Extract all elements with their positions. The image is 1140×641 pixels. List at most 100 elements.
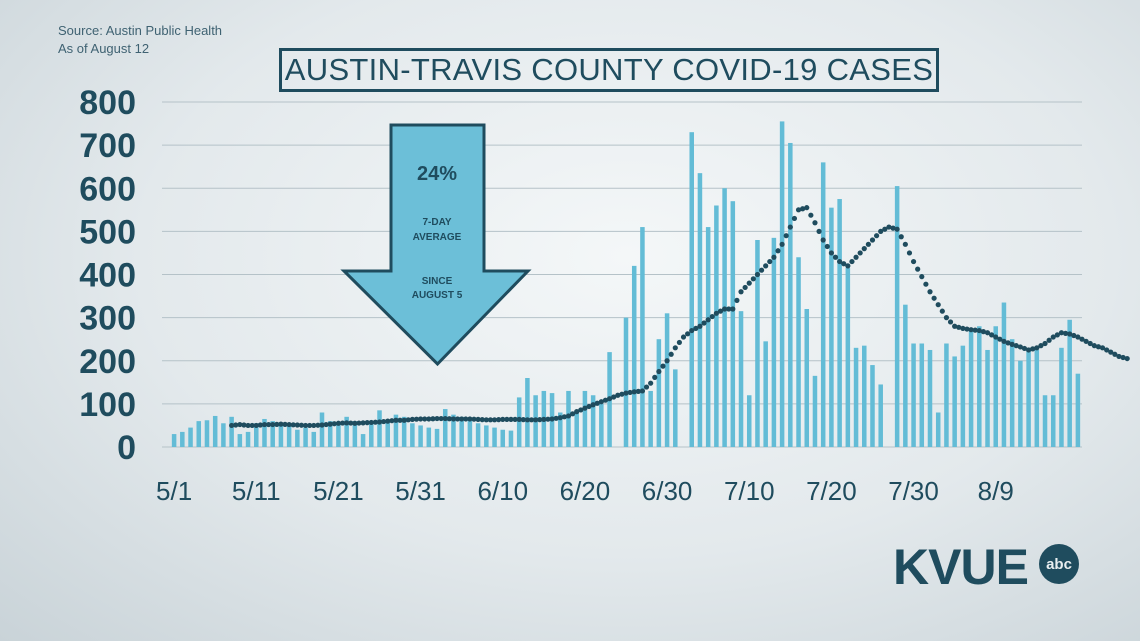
case-bar bbox=[352, 421, 358, 447]
bar-series bbox=[171, 121, 1081, 447]
average-point bbox=[360, 420, 366, 426]
average-point bbox=[709, 313, 715, 320]
average-point bbox=[861, 246, 867, 252]
case-bar bbox=[919, 343, 925, 447]
average-point bbox=[931, 295, 937, 301]
average-point bbox=[434, 415, 440, 422]
average-point bbox=[290, 422, 296, 428]
average-point bbox=[413, 416, 420, 422]
case-bar bbox=[286, 425, 292, 447]
case-bar bbox=[697, 173, 703, 447]
average-point bbox=[598, 399, 604, 405]
average-point bbox=[356, 420, 362, 426]
average-point bbox=[984, 330, 991, 336]
average-point bbox=[1038, 343, 1044, 349]
gridlines bbox=[162, 101, 1082, 448]
case-bar bbox=[500, 429, 506, 447]
average-point bbox=[750, 276, 756, 282]
case-bar bbox=[722, 188, 727, 447]
case-bar bbox=[492, 427, 497, 447]
y-tick-label: 800 bbox=[79, 84, 136, 122]
case-bar bbox=[656, 339, 662, 447]
average-point bbox=[648, 380, 654, 386]
average-point bbox=[746, 280, 752, 286]
case-bar bbox=[295, 429, 300, 447]
case-bar bbox=[894, 186, 900, 447]
average-point bbox=[1005, 340, 1011, 346]
average-point bbox=[372, 419, 379, 425]
average-point bbox=[643, 384, 650, 390]
x-tick-label: 5/21 bbox=[313, 476, 364, 506]
average-point bbox=[438, 415, 444, 422]
average-point bbox=[1058, 330, 1065, 336]
average-point bbox=[1030, 346, 1036, 352]
average-point bbox=[989, 332, 995, 338]
case-bar bbox=[944, 343, 949, 447]
average-point bbox=[397, 417, 403, 423]
case-bar bbox=[763, 341, 768, 447]
average-point bbox=[261, 421, 268, 428]
average-point bbox=[348, 420, 354, 426]
average-point bbox=[804, 205, 810, 211]
average-point bbox=[512, 416, 518, 422]
average-point bbox=[997, 336, 1003, 342]
average-point bbox=[422, 416, 428, 422]
average-point bbox=[1025, 347, 1032, 353]
average-point bbox=[1083, 338, 1089, 344]
case-bar bbox=[1009, 339, 1015, 447]
case-bar bbox=[845, 268, 851, 447]
case-bar bbox=[730, 201, 736, 447]
average-point bbox=[557, 415, 563, 421]
average-point bbox=[582, 405, 588, 411]
average-point bbox=[335, 420, 342, 426]
average-point bbox=[685, 331, 691, 337]
average-point bbox=[1108, 349, 1114, 355]
case-bar bbox=[1050, 395, 1056, 447]
case-bar bbox=[319, 412, 325, 447]
case-bar bbox=[779, 121, 785, 447]
average-point bbox=[664, 358, 670, 364]
case-bar bbox=[196, 421, 202, 447]
average-point bbox=[319, 422, 325, 428]
average-point bbox=[594, 400, 600, 406]
case-bar bbox=[837, 199, 842, 447]
average-point bbox=[311, 422, 317, 429]
average-point bbox=[1067, 331, 1073, 337]
average-point bbox=[249, 422, 255, 429]
average-point bbox=[1042, 340, 1048, 347]
case-bar bbox=[418, 425, 423, 447]
case-bar bbox=[229, 416, 234, 447]
case-bar bbox=[903, 304, 908, 447]
average-point bbox=[791, 215, 798, 222]
callout-line-1: 7-DAY bbox=[422, 217, 451, 228]
case-bar bbox=[935, 412, 941, 447]
average-point bbox=[787, 224, 793, 230]
case-bar bbox=[278, 423, 284, 447]
average-point bbox=[565, 413, 572, 419]
average-point bbox=[890, 225, 896, 231]
average-point bbox=[619, 391, 625, 397]
average-point bbox=[302, 422, 309, 429]
average-point bbox=[393, 417, 399, 423]
average-point bbox=[1104, 347, 1110, 353]
x-tick-label: 6/30 bbox=[642, 476, 693, 506]
x-tick-label: 7/10 bbox=[724, 476, 775, 506]
callout-percent: 24% bbox=[417, 163, 457, 185]
average-point bbox=[1099, 345, 1106, 351]
average-point bbox=[253, 422, 259, 429]
x-axis-ticks: 5/1 5/11 5/21 5/31 6/10 6/20 6/30 7/10 7/20 7/30 8… bbox=[156, 476, 1014, 506]
average-point bbox=[1120, 354, 1126, 361]
average-point bbox=[352, 420, 358, 426]
case-bar bbox=[254, 423, 259, 447]
case-bar bbox=[623, 317, 629, 447]
case-bar bbox=[927, 349, 933, 447]
case-bar bbox=[1059, 347, 1064, 447]
case-bar bbox=[525, 378, 530, 447]
y-tick-label: 100 bbox=[79, 386, 136, 424]
average-point bbox=[578, 407, 584, 413]
average-point bbox=[381, 418, 387, 425]
average-point bbox=[845, 263, 851, 269]
average-point bbox=[676, 339, 683, 346]
average-point bbox=[919, 274, 925, 280]
